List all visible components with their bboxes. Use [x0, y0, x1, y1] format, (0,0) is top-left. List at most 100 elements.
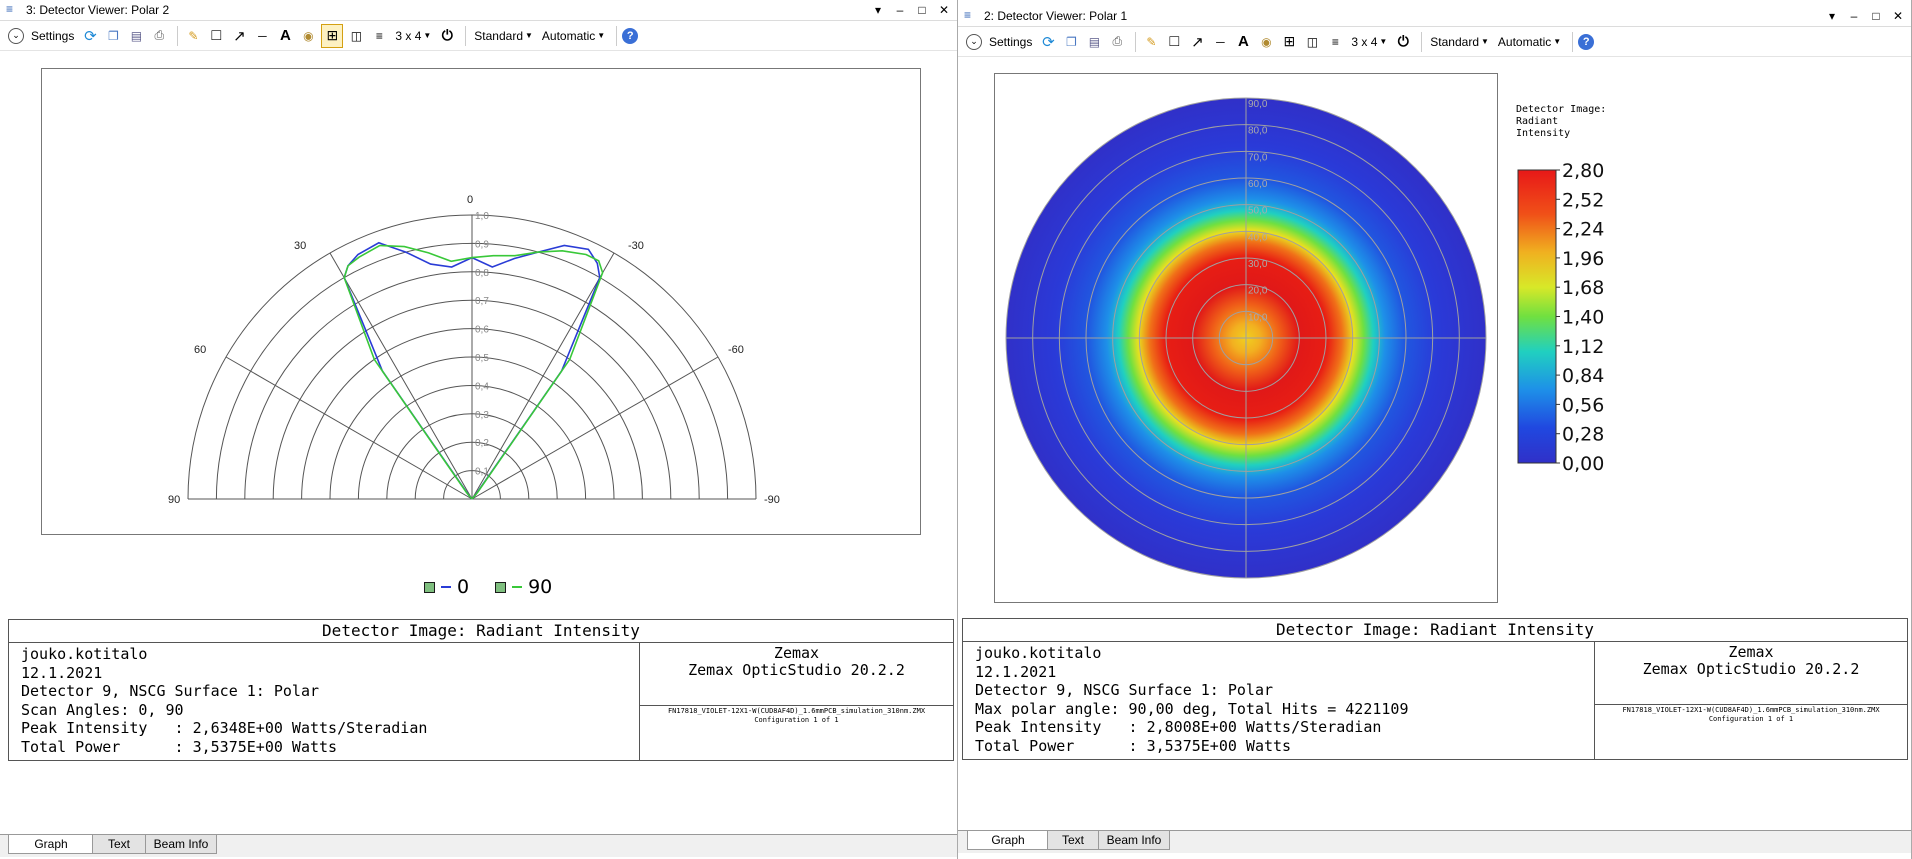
- line-icon[interactable]: ─: [258, 28, 267, 43]
- help-icon[interactable]: ?: [622, 27, 639, 44]
- dropdown-icon[interactable]: ▾: [1828, 9, 1836, 23]
- copy-icon[interactable]: ❐: [107, 28, 119, 43]
- line-icon[interactable]: ─: [1216, 34, 1225, 49]
- app-icon: ≡: [6, 2, 14, 16]
- tab-beam-info[interactable]: Beam Info: [145, 835, 217, 854]
- rectangle-icon[interactable]: □: [1169, 32, 1180, 50]
- tab-text[interactable]: Text: [1047, 831, 1099, 850]
- app-icon: ≡: [964, 8, 972, 22]
- title-bar[interactable]: ≡ 3: Detector Viewer: Polar 2 ▾ – □ ✕: [0, 0, 957, 21]
- info-detector: Detector 9, NSCG Surface 1: Polar: [21, 682, 320, 700]
- window-layout-icon[interactable]: ◫: [1306, 34, 1319, 49]
- radial-tick-label: 20,0: [1248, 286, 1268, 297]
- window-title: 3: Detector Viewer: Polar 2: [26, 3, 170, 17]
- power-icon[interactable]: ⏻: [441, 27, 453, 43]
- layout-dropdown[interactable]: 3 x 4 ▼: [1348, 31, 1390, 53]
- colorbar-scale: [1517, 169, 1557, 464]
- lock-icon[interactable]: ◉: [1261, 34, 1272, 49]
- info-details: jouko.kotitalo 12.1.2021 Detector 9, NSCG …: [9, 643, 439, 760]
- detector-viewer-polar2-window: ≡ 3: Detector Viewer: Polar 2 ▾ – □ ✕ ⌄ …: [0, 0, 958, 859]
- arrow-icon[interactable]: ↗: [233, 27, 246, 45]
- settings-chevron-icon[interactable]: ⌄: [8, 27, 24, 44]
- layers-icon[interactable]: ≡: [375, 28, 383, 43]
- lock-icon[interactable]: ◉: [303, 28, 314, 43]
- legend-line-90: [512, 586, 523, 588]
- zoom-region-icon[interactable]: ⊞: [321, 23, 344, 48]
- colorbar-title-line: Detector Image:: [1516, 104, 1607, 115]
- toolbar-divider: [465, 25, 467, 46]
- copy-icon[interactable]: ❐: [1065, 34, 1077, 49]
- arrow-icon[interactable]: ↗: [1191, 33, 1204, 51]
- close-button[interactable]: ✕: [938, 3, 950, 17]
- legend-swatch-0: [424, 581, 435, 593]
- tab-text[interactable]: Text: [92, 835, 146, 854]
- polar-line-chart: 0 30 -30 60 -60 90 -90 0,1 0,2 0,3 0,4 0,5 0,6 0,7 0,8…: [168, 194, 780, 506]
- refresh-icon[interactable]: ⟳: [84, 27, 97, 45]
- radial-tick-label: 0,2: [475, 438, 489, 449]
- info-total-power: Total Power : 3,5375E+00 Watts: [975, 736, 1292, 755]
- bottom-tabs: Graph Text Beam Info: [958, 830, 1911, 853]
- chevron-down-icon: ▼: [423, 31, 432, 40]
- layout-label: 3 x 4: [1351, 34, 1378, 49]
- angle-tick-label: 90: [168, 494, 180, 506]
- pencil-icon[interactable]: ✎: [188, 28, 199, 43]
- file-name: FN17818_VIOLET-12X1-W(CUD8AF4D)_1.6mmPCB…: [1622, 706, 1880, 714]
- tab-beam-info[interactable]: Beam Info: [1098, 831, 1170, 850]
- tab-graph[interactable]: Graph: [967, 831, 1049, 850]
- minimize-button[interactable]: –: [1850, 9, 1858, 23]
- toolbar-divider: [1421, 31, 1423, 52]
- grid-spoke: [225, 356, 473, 500]
- standard-label: Standard: [1430, 34, 1479, 49]
- angle-tick-label: 60: [194, 344, 206, 356]
- title-bar[interactable]: ≡ 2: Detector Viewer: Polar 1 ▾ – □ ✕: [958, 6, 1911, 27]
- maximize-button[interactable]: □: [918, 3, 926, 17]
- window-layout-icon[interactable]: ◫: [350, 28, 363, 43]
- company-name: Zemax: [1728, 643, 1774, 661]
- info-panel: Detector Image: Radiant Intensity jouko.…: [962, 618, 1908, 760]
- chevron-down-icon: ▼: [525, 31, 533, 40]
- save-icon[interactable]: ▤: [130, 28, 143, 43]
- layout-dropdown[interactable]: 3 x 4 ▼: [392, 25, 434, 47]
- zoom-region-icon[interactable]: ⊞: [1283, 33, 1296, 49]
- print-icon[interactable]: ⎙: [1112, 34, 1123, 48]
- info-company-block: Zemax Zemax OpticStudio 20.2.2 FN17818_VI…: [1594, 642, 1907, 759]
- text-tool-icon[interactable]: A: [279, 27, 291, 44]
- standard-label: Standard: [474, 28, 523, 43]
- colorbar-tick-label: 2,80: [1562, 160, 1604, 182]
- automatic-dropdown[interactable]: Automatic ▼: [1495, 31, 1564, 53]
- standard-dropdown[interactable]: Standard ▼: [1427, 31, 1492, 53]
- settings-chevron-icon[interactable]: ⌄: [966, 33, 982, 50]
- text-tool-icon[interactable]: A: [1237, 33, 1249, 50]
- rectangle-icon[interactable]: □: [211, 26, 222, 44]
- refresh-icon[interactable]: ⟳: [1042, 33, 1055, 51]
- legend-swatch-90: [495, 581, 507, 593]
- automatic-dropdown[interactable]: Automatic ▼: [539, 25, 608, 47]
- close-button[interactable]: ✕: [1892, 9, 1904, 23]
- colorbar-tick-label: 0,00: [1562, 453, 1604, 474]
- maximize-button[interactable]: □: [1872, 9, 1880, 23]
- print-icon[interactable]: ⎙: [154, 28, 165, 42]
- save-icon[interactable]: ▤: [1088, 34, 1101, 49]
- toolbar-divider: [1572, 31, 1574, 52]
- info-date: 12.1.2021: [21, 663, 103, 682]
- radial-tick-label: 80,0: [1248, 126, 1268, 137]
- colorbar-title-line: Radiant: [1516, 116, 1559, 127]
- tab-graph[interactable]: Graph: [8, 835, 94, 854]
- standard-dropdown[interactable]: Standard ▼: [471, 25, 536, 47]
- minimize-button[interactable]: –: [896, 3, 904, 17]
- settings-button[interactable]: Settings: [31, 28, 75, 43]
- help-icon[interactable]: ?: [1578, 33, 1595, 50]
- colorbar: 2,80 2,52 2,24 1,96 1,68 1,40 1,12 0,84 0,56 0,28…: [1517, 160, 1604, 474]
- settings-button[interactable]: Settings: [989, 34, 1033, 49]
- dropdown-icon[interactable]: ▾: [874, 3, 882, 17]
- layers-icon[interactable]: ≡: [1331, 34, 1339, 49]
- info-scan-angles: Scan Angles: 0, 90: [21, 700, 184, 719]
- polar-plot-frame: 0 30 -30 60 -60 90 -90 0,1 0,2 0,3 0,4 0,5 0,6 0,7 0,8…: [41, 68, 921, 535]
- radial-tick-label: 0,5: [475, 353, 489, 364]
- chevron-down-icon: ▼: [1481, 37, 1489, 46]
- power-icon[interactable]: ⏻: [1397, 33, 1409, 49]
- pencil-icon[interactable]: ✎: [1146, 34, 1157, 49]
- automatic-label: Automatic: [1497, 34, 1552, 49]
- radial-tick-label: 0,8: [475, 268, 489, 279]
- radial-tick-label: 30,0: [1248, 259, 1268, 270]
